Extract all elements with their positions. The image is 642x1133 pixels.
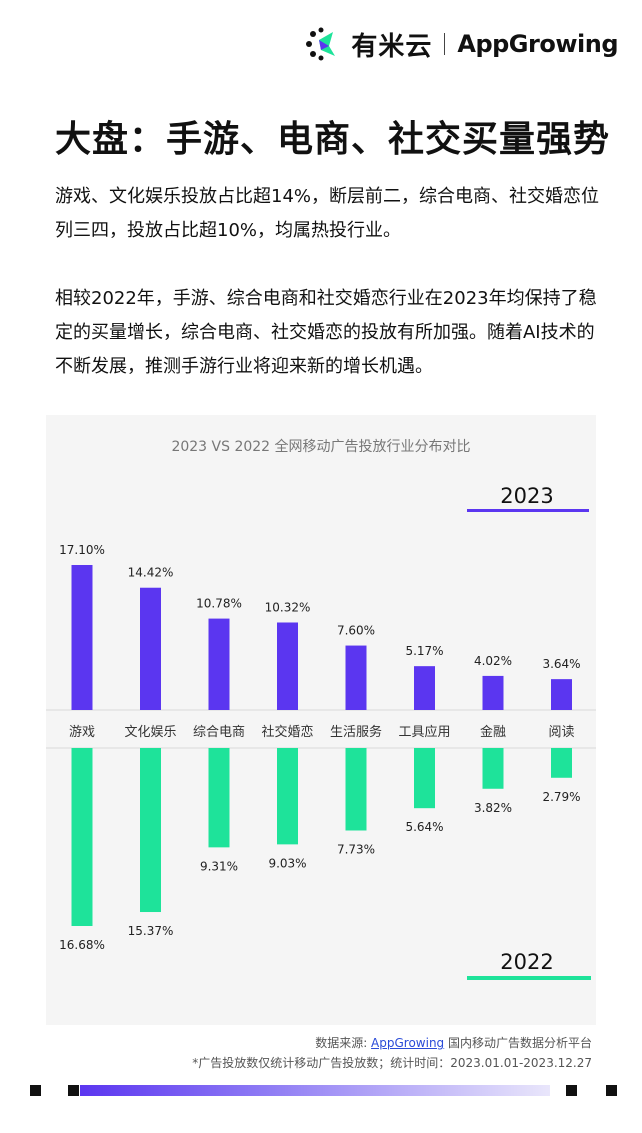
decor-square-left xyxy=(30,1085,41,1096)
decor-gradient-bar xyxy=(80,1085,550,1096)
bar-2023 xyxy=(414,666,435,710)
legend-2023-swatch xyxy=(467,509,589,512)
source-link[interactable]: AppGrowing xyxy=(371,1036,445,1050)
category-label: 金融 xyxy=(480,724,506,740)
bar-2022 xyxy=(277,748,298,845)
bar-2022 xyxy=(208,748,230,848)
bar-2022 xyxy=(71,748,93,926)
bar-2023 xyxy=(208,618,230,710)
category-label: 社交婚恋 xyxy=(261,724,313,740)
legend-2022-label: 2022 xyxy=(500,950,553,974)
data-label-2023: 5.17% xyxy=(405,644,443,658)
bar-2022 xyxy=(140,748,161,913)
legend-2023-label: 2023 xyxy=(500,484,553,508)
decor-square-right xyxy=(566,1085,577,1096)
data-label-2022: 3.82% xyxy=(474,801,512,815)
chart-panel: 2023 VS 2022 全网移动广告投放行业分布对比游戏 17.10% 16.68… xyxy=(46,415,596,1025)
bar-2022 xyxy=(482,748,504,789)
category-label: 阅读 xyxy=(548,725,574,740)
data-label-2023: 17.10% xyxy=(59,543,105,557)
bar-2023 xyxy=(71,565,93,710)
data-label-2023: 3.64% xyxy=(542,657,580,671)
data-source: 数据来源: AppGrowing 国内移动广告数据分析平台 xyxy=(315,1034,592,1051)
data-label-2022: 9.31% xyxy=(200,859,238,873)
summary-paragraph-1: 游戏、文化娱乐投放占比超14%，断层前二，综合电商、社交婚恋位列三四，投放占比超… xyxy=(55,186,600,241)
brand-appgrowing: AppGrowing xyxy=(457,30,618,58)
decor-square-left-2 xyxy=(68,1085,79,1096)
data-label-2023: 10.32% xyxy=(265,600,311,614)
legend-2022-swatch xyxy=(467,976,591,980)
data-label-2023: 10.78% xyxy=(196,597,242,611)
bar-2023 xyxy=(140,587,161,710)
page-title: 大盘：手游、电商、社交买量强势 xyxy=(55,119,611,160)
decor-square-right-2 xyxy=(606,1085,617,1096)
data-label-2022: 7.73% xyxy=(337,842,375,856)
bar-2023 xyxy=(482,675,504,710)
data-label-2022: 15.37% xyxy=(128,924,174,938)
data-label-2023: 7.60% xyxy=(337,624,375,638)
data-label-2023: 4.02% xyxy=(474,654,512,668)
youmi-logo-icon xyxy=(303,26,339,62)
category-label: 工具应用 xyxy=(398,724,450,740)
brand-divider xyxy=(444,33,446,55)
brand-logos: 有米云 AppGrowing xyxy=(303,26,618,62)
bar-2022 xyxy=(551,748,572,778)
data-label-2022: 5.64% xyxy=(405,820,443,834)
data-label-2022: 2.79% xyxy=(542,790,580,804)
footnote: *广告投放数仅统计移动广告投放数；统计时间：2023.01.01-2023.12… xyxy=(192,1056,592,1070)
bar-2022 xyxy=(345,748,367,831)
category-label: 游戏 xyxy=(69,725,95,740)
category-label: 生活服务 xyxy=(330,724,382,740)
chart-title: 2023 VS 2022 全网移动广告投放行业分布对比 xyxy=(171,438,470,455)
data-label-2022: 9.03% xyxy=(268,856,306,870)
source-suffix: 国内移动广告数据分析平台 xyxy=(444,1036,592,1050)
category-label: 文化娱乐 xyxy=(124,725,176,740)
category-label: 综合电商 xyxy=(193,725,245,740)
data-label-2022: 16.68% xyxy=(59,938,105,952)
data-label-2023: 14.42% xyxy=(128,566,174,580)
bar-2023 xyxy=(345,645,367,710)
bar-2022 xyxy=(414,748,435,809)
bar-2023 xyxy=(277,622,298,710)
bar-2023 xyxy=(551,679,572,710)
brand-youmi: 有米云 xyxy=(351,31,433,62)
summary-paragraph-2: 相较2022年，手游、综合电商和社交婚恋行业在2023年均保持了稳定的买量增长，… xyxy=(55,288,597,377)
source-prefix: 数据来源: xyxy=(315,1036,372,1050)
